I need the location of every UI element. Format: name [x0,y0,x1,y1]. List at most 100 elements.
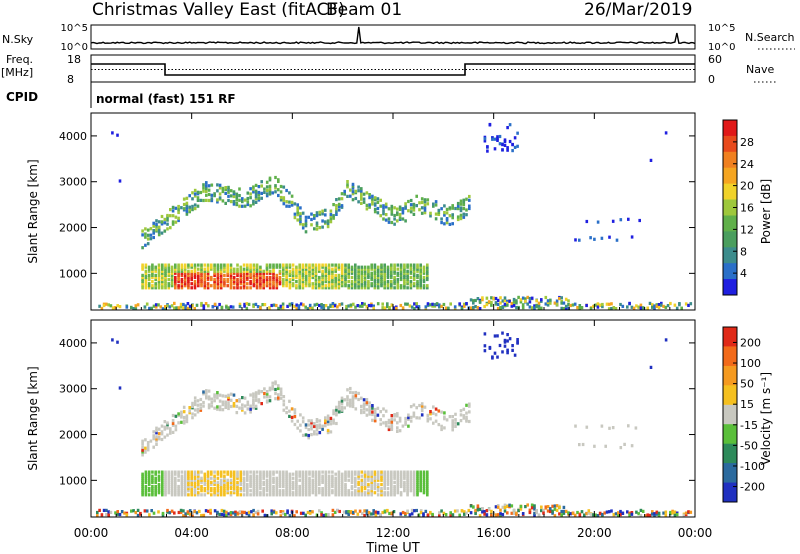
data-cell [105,513,108,517]
data-cell [242,489,246,493]
data-cell [386,474,390,478]
data-cell [141,229,144,233]
data-cell [340,489,344,493]
data-cell [147,282,151,286]
data-cell [327,474,331,478]
data-cell [193,188,197,192]
data-cell [291,269,295,273]
data-cell [315,428,319,432]
data-cell [299,511,303,515]
data-cell [146,228,150,232]
data-cell [254,302,258,306]
data-cell [383,470,386,474]
data-cell [252,271,256,275]
data-cell [354,484,357,489]
colorbar-swatch [723,183,737,200]
data-cell [288,474,292,478]
data-cell [416,472,419,476]
data-cell [447,306,450,310]
data-cell [188,304,192,308]
data-cell [109,304,113,308]
data-cell [102,303,106,308]
data-cell [256,512,260,516]
data-cell [265,265,269,269]
colorbar-tick-label: 4 [740,267,747,280]
data-cell [382,414,385,418]
data-cell [416,493,419,497]
data-cell [513,353,517,357]
data-cell [680,306,683,310]
data-cell [476,306,480,310]
data-cell [242,271,246,275]
data-cell [265,390,269,394]
data-cell [278,480,282,484]
data-cell [516,338,519,342]
data-cell [183,489,187,493]
data-cell [549,301,552,305]
data-cell [202,392,205,396]
y-tick-label: 1000 [59,474,87,487]
data-cell [515,299,518,303]
data-cell [238,302,242,306]
data-cell [399,480,403,484]
data-cell [380,491,383,495]
data-cell [503,143,507,147]
data-cell [161,267,164,271]
data-cell [331,302,335,306]
data-cell [298,284,301,288]
data-cell [136,303,140,307]
data-cell [252,472,256,476]
data-cell [164,265,167,269]
data-cell [426,202,430,206]
data-cell [578,238,581,242]
data-cell [501,505,505,509]
data-cell [406,484,409,489]
data-cell [349,386,352,391]
data-cell [249,482,252,487]
data-cell [252,282,256,286]
data-cell [337,472,341,476]
data-cell [340,487,344,491]
data-cell [386,284,390,288]
data-cell [285,489,288,493]
data-cell [422,269,426,273]
data-cell [161,472,164,476]
data-cell [490,513,493,517]
data-cell [168,305,172,309]
data-cell [186,510,190,514]
data-cell [259,306,262,310]
data-cell [363,493,367,497]
data-cell [462,416,466,420]
data-cell [357,493,360,497]
data-cell [180,482,184,487]
data-cell [334,282,337,286]
data-cell [174,482,177,487]
data-cell [324,424,327,428]
data-cell [206,480,210,484]
data-cell [386,493,390,497]
data-cell [483,332,487,336]
data-cell [116,510,119,514]
data-cell [249,271,252,275]
data-cell [327,513,330,517]
data-cell [426,269,429,273]
data-cell [263,190,266,194]
data-cell [390,472,393,476]
data-cell [157,510,160,514]
data-cell [351,400,355,404]
data-cell [406,282,409,286]
data-cell [347,510,350,514]
data-cell [196,196,200,200]
colorbar-swatch [723,167,737,185]
data-cell [232,280,236,284]
data-cell [219,491,223,495]
data-cell [516,341,519,345]
data-cell [583,513,586,517]
data-cell [265,275,269,280]
data-cell [154,480,157,484]
data-cell [236,493,239,497]
data-cell [265,180,269,184]
data-cell [344,284,347,288]
data-cell [491,137,494,141]
